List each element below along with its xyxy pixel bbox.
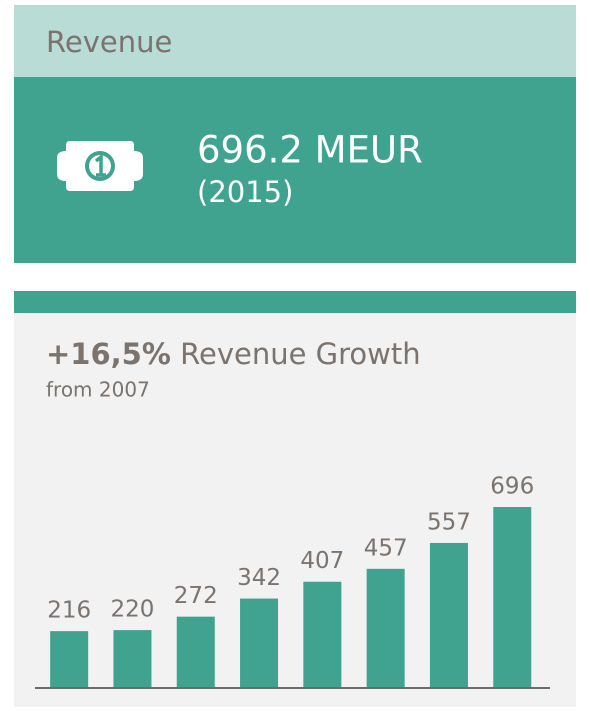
bar — [303, 581, 342, 687]
value-label: 457 — [364, 535, 408, 561]
growth-highlight: +16,5% — [46, 337, 171, 371]
bar — [50, 631, 89, 687]
bar — [429, 542, 468, 687]
growth-header — [14, 291, 576, 313]
money-icon — [57, 141, 143, 191]
value-label: 216 — [47, 598, 91, 624]
value-label: 342 — [237, 565, 281, 591]
bar — [240, 598, 279, 687]
bar — [366, 568, 405, 687]
value-label: 220 — [110, 597, 154, 623]
revenue-title: Revenue — [46, 25, 172, 59]
bar — [176, 616, 215, 687]
revenue-year: (2015) — [197, 175, 293, 209]
revenue-amount: 696.2 MEUR — [197, 129, 423, 172]
value-label: 696 — [490, 474, 534, 500]
growth-title: +16,5% Revenue Growth — [46, 337, 421, 371]
bar — [493, 507, 532, 687]
value-label: 272 — [174, 583, 218, 609]
value-label: 407 — [300, 548, 344, 574]
revenue-header — [14, 5, 576, 77]
value-label: 557 — [427, 509, 471, 535]
growth-panel — [14, 313, 576, 707]
growth-label: Revenue Growth — [180, 337, 420, 371]
bar — [113, 630, 152, 687]
growth-subtitle: from 2007 — [46, 378, 150, 402]
